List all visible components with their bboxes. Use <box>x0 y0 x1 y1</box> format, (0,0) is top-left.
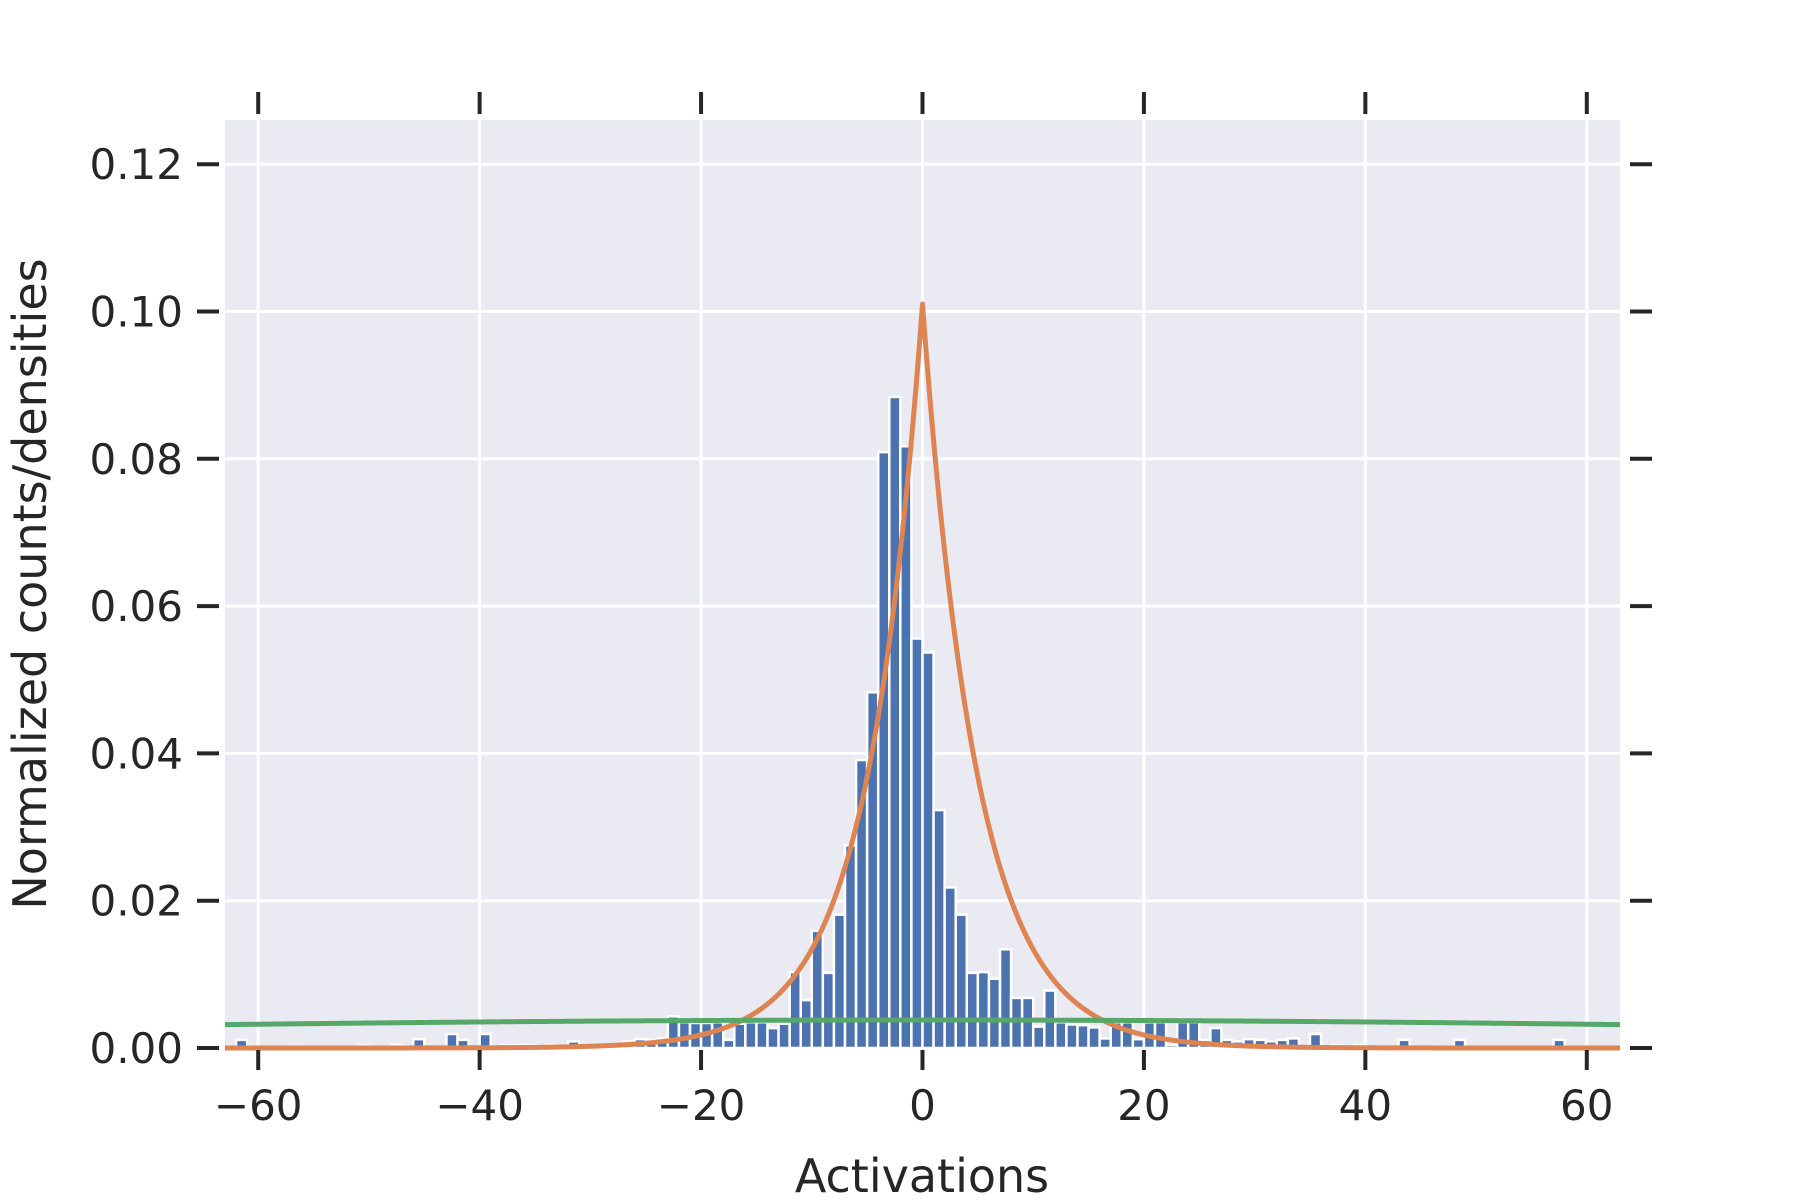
histogram-bar <box>998 948 1013 1050</box>
histogram-bar <box>1098 1037 1112 1050</box>
histogram-bar <box>1087 1026 1101 1050</box>
histogram-bar <box>976 970 991 1050</box>
x-tick-label: −40 <box>435 1081 524 1130</box>
y-tick-label: 0.00 <box>89 1024 183 1073</box>
x-tick-labels: −60 −40 −20 0 20 40 60 <box>214 1081 1614 1130</box>
histogram-bar <box>987 977 1002 1050</box>
histogram-bar <box>832 913 847 1050</box>
y-tick-label: 0.12 <box>89 140 183 189</box>
x-gridlines <box>256 120 1589 1048</box>
histogram-bar <box>1164 1043 1179 1050</box>
x-tick-label: −20 <box>657 1081 746 1130</box>
y-tick-label: 0.10 <box>89 287 183 336</box>
histogram-bar <box>888 395 902 1050</box>
y-tick-labels: 0.00 0.02 0.04 0.06 0.08 0.10 0.12 <box>89 140 183 1073</box>
histogram-bar <box>954 913 969 1050</box>
histogram-bar <box>910 637 924 1050</box>
histogram-bar <box>876 450 891 1050</box>
histogram-bar <box>710 1020 725 1050</box>
histogram-bar <box>1031 1025 1046 1050</box>
x-tick-label: 60 <box>1560 1081 1613 1130</box>
histogram-bar <box>1009 996 1024 1050</box>
histogram-bar <box>932 808 946 1050</box>
histogram-bar <box>1054 1020 1068 1050</box>
density-curves <box>223 301 1622 1051</box>
histogram-bar <box>965 971 980 1050</box>
histogram-bar <box>799 998 814 1050</box>
histogram-bar <box>721 1038 736 1050</box>
y-tick-label: 0.04 <box>89 729 183 778</box>
histogram-bar <box>943 886 957 1050</box>
histogram-bar <box>766 1026 780 1050</box>
x-tick-label: 0 <box>909 1081 936 1130</box>
gaussian-density-curve <box>223 1017 1622 1028</box>
histogram-bar <box>1131 1037 1146 1050</box>
y-axis-label: Normalized counts/densities <box>3 258 57 909</box>
y-tick-label: 0.08 <box>89 435 183 484</box>
histogram-bar <box>1120 1020 1135 1050</box>
histogram-bar <box>733 1022 747 1050</box>
axis-ticks <box>197 92 1652 1070</box>
histogram-bar <box>744 1020 758 1050</box>
x-tick-label: 20 <box>1117 1081 1170 1130</box>
histogram-bar <box>1065 1023 1079 1050</box>
histogram-bar <box>1076 1023 1090 1050</box>
x-axis-label: Activations <box>795 1149 1049 1200</box>
laplace-density-curve <box>223 301 1622 1051</box>
y-tick-label: 0.06 <box>89 582 183 631</box>
histogram-bar <box>777 1022 791 1050</box>
histogram-bar <box>1020 996 1035 1050</box>
histogram-bar <box>921 651 935 1050</box>
histogram-bar <box>755 1020 769 1050</box>
y-tick-label: 0.02 <box>89 877 183 926</box>
histogram-bar <box>1209 1026 1223 1050</box>
x-tick-label: −60 <box>214 1081 303 1130</box>
x-tick-label: 40 <box>1339 1081 1392 1130</box>
histogram-bar <box>821 971 836 1050</box>
